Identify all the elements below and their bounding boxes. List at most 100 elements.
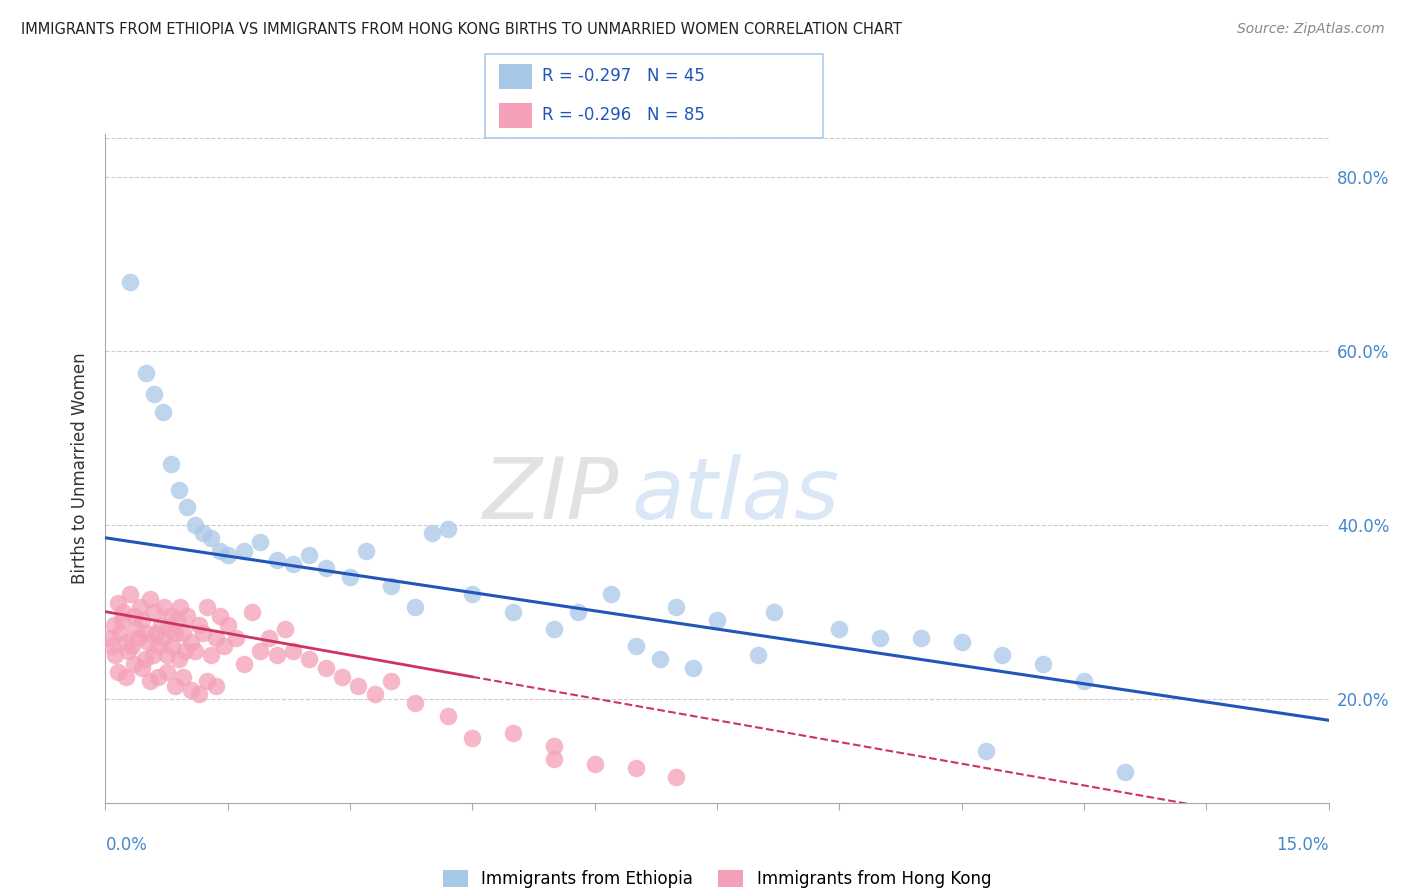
Point xyxy=(763,605,786,619)
Point xyxy=(163,626,186,640)
Point xyxy=(122,657,145,671)
Text: R = -0.297   N = 45: R = -0.297 N = 45 xyxy=(543,68,706,86)
Point xyxy=(167,652,190,666)
Point xyxy=(136,635,159,649)
Text: 0.0%: 0.0% xyxy=(105,836,148,854)
Point xyxy=(1073,674,1095,689)
Point xyxy=(155,665,177,680)
Point xyxy=(380,578,402,592)
Point xyxy=(131,661,153,675)
Point xyxy=(1114,765,1136,780)
Point xyxy=(188,617,211,632)
Point xyxy=(233,544,256,558)
Point xyxy=(103,617,125,632)
Point xyxy=(330,670,353,684)
Legend: Immigrants from Ethiopia, Immigrants from Hong Kong: Immigrants from Ethiopia, Immigrants fro… xyxy=(443,870,991,888)
Point xyxy=(347,679,370,693)
Point xyxy=(115,670,138,684)
Text: R = -0.296   N = 85: R = -0.296 N = 85 xyxy=(543,106,706,124)
Point xyxy=(153,600,176,615)
Point xyxy=(142,648,165,662)
Point xyxy=(266,648,288,662)
Point xyxy=(139,591,162,606)
Point xyxy=(148,640,170,654)
Point xyxy=(127,631,149,645)
Point xyxy=(118,587,141,601)
Point xyxy=(249,535,271,549)
Point xyxy=(461,731,484,745)
Point xyxy=(139,674,162,689)
Point xyxy=(172,670,194,684)
Point xyxy=(356,544,378,558)
Point xyxy=(567,605,589,619)
Point xyxy=(747,648,769,662)
Point xyxy=(169,600,191,615)
Point xyxy=(149,617,172,632)
Point xyxy=(266,552,288,566)
Point xyxy=(159,457,181,471)
Point xyxy=(176,609,198,624)
Point xyxy=(225,631,247,645)
Point xyxy=(437,522,460,536)
Point xyxy=(200,531,222,545)
Bar xyxy=(499,63,533,89)
Point xyxy=(195,674,219,689)
Point xyxy=(166,613,188,627)
Point xyxy=(274,622,297,636)
Point xyxy=(404,600,426,615)
Point xyxy=(167,483,190,497)
Text: atlas: atlas xyxy=(631,453,839,537)
Point xyxy=(828,622,851,636)
Point xyxy=(128,600,150,615)
Point xyxy=(404,696,426,710)
Point xyxy=(461,587,484,601)
Point xyxy=(217,617,239,632)
Y-axis label: Births to Unmarried Women: Births to Unmarried Women xyxy=(72,352,90,584)
Bar xyxy=(499,103,533,128)
Point xyxy=(195,600,219,615)
Point xyxy=(648,652,671,666)
Point xyxy=(107,665,129,680)
Point xyxy=(543,739,565,754)
Point xyxy=(134,652,156,666)
Text: ZIP: ZIP xyxy=(482,453,619,537)
Point xyxy=(233,657,256,671)
Point xyxy=(121,640,143,654)
Point xyxy=(502,605,524,619)
Point xyxy=(624,761,647,775)
Point xyxy=(363,687,385,701)
Point xyxy=(212,640,235,654)
Point xyxy=(98,631,121,645)
Point xyxy=(122,609,145,624)
Point xyxy=(204,679,226,693)
Point xyxy=(180,635,202,649)
Point xyxy=(172,626,194,640)
Point xyxy=(339,570,361,584)
Point xyxy=(380,674,402,689)
Point xyxy=(682,661,704,675)
Point xyxy=(135,626,157,640)
Point xyxy=(502,726,524,740)
Point xyxy=(104,648,127,662)
Text: 15.0%: 15.0% xyxy=(1277,836,1329,854)
Point xyxy=(157,622,180,636)
Point xyxy=(125,622,148,636)
Point xyxy=(257,631,280,645)
Point xyxy=(115,635,138,649)
Point xyxy=(950,635,973,649)
Point xyxy=(143,387,166,401)
Point xyxy=(184,644,207,658)
Point xyxy=(131,613,153,627)
Point xyxy=(208,609,231,624)
Point xyxy=(208,544,231,558)
Point xyxy=(200,648,222,662)
Point xyxy=(315,661,337,675)
Point xyxy=(176,500,198,515)
Point xyxy=(159,609,181,624)
Point xyxy=(420,526,443,541)
Point xyxy=(281,644,304,658)
Point xyxy=(437,709,460,723)
Point xyxy=(624,640,647,654)
Point xyxy=(108,626,131,640)
Point xyxy=(118,275,141,289)
